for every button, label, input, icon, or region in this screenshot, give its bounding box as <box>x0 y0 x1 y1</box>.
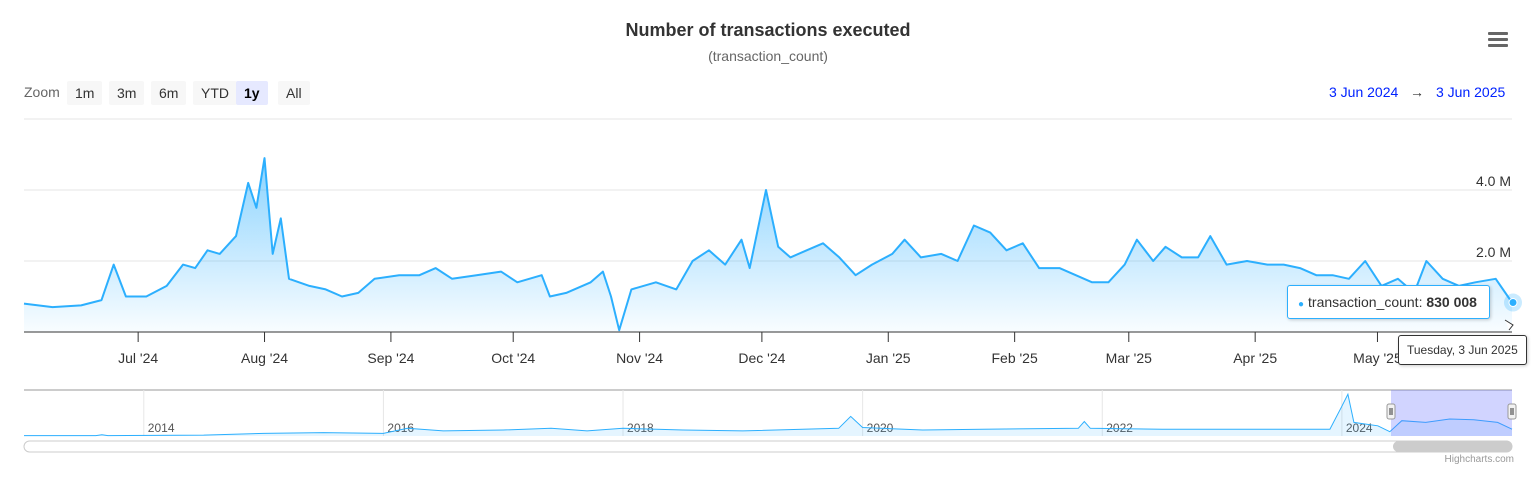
range-from-input[interactable]: 3 Jun 2024 <box>1329 84 1399 100</box>
hamburger-menu-icon[interactable] <box>1488 32 1508 48</box>
x-tick-label: Feb '25 <box>992 350 1038 366</box>
chart-title: Number of transactions executed <box>625 20 911 40</box>
navigator-handle[interactable] <box>1386 403 1396 420</box>
navigator-mask[interactable] <box>1391 390 1512 436</box>
navigator-area <box>24 394 1512 436</box>
zoom-1y-button[interactable]: 1y <box>236 81 268 105</box>
series-dot-icon: ● <box>1298 299 1305 310</box>
x-tick-label: Mar '25 <box>1106 350 1152 366</box>
x-tick-label: May '25 <box>1353 350 1402 366</box>
scrollbar-thumb[interactable] <box>1393 441 1512 452</box>
x-tick-label: Jul '24 <box>118 350 158 366</box>
date-tooltip: Tuesday, 3 Jun 2025 <box>1398 335 1527 365</box>
chart-subtitle: (transaction_count) <box>708 48 828 64</box>
zoom-all-button[interactable]: All <box>278 81 310 105</box>
hover-point <box>1508 298 1518 308</box>
x-tick-label: Nov '24 <box>616 350 663 366</box>
navigator-line <box>24 392 1513 437</box>
credits-link[interactable]: Highcharts.com <box>1444 454 1514 465</box>
x-tick-label: Aug '24 <box>241 350 288 366</box>
tooltip-series: transaction_count: <box>1308 294 1423 310</box>
series-area <box>24 158 1512 332</box>
zoom-1m-button[interactable]: 1m <box>67 81 103 105</box>
tooltip-pointer <box>1504 319 1514 331</box>
x-tick-label: Dec '24 <box>738 350 785 366</box>
zoom-3m-button[interactable]: 3m <box>109 81 145 105</box>
navigator-tick-label: 2014 <box>148 421 175 435</box>
navigator-tick-label: 2022 <box>1106 421 1133 435</box>
x-tick-label: Oct '24 <box>491 350 535 366</box>
tooltip: ● transaction_count: 830 008 <box>1287 285 1490 319</box>
range-to-input[interactable]: 3 Jun 2025 <box>1436 84 1506 100</box>
x-tick-label: Jan '25 <box>866 350 911 366</box>
zoom-ytd-button[interactable]: YTD <box>193 81 237 105</box>
scrollbar-track[interactable] <box>23 440 1513 453</box>
x-tick-label: Sep '24 <box>367 350 414 366</box>
range-arrow: → <box>1410 84 1424 100</box>
navigator-handle[interactable] <box>1507 403 1517 420</box>
tooltip-value: 830 008 <box>1426 294 1477 310</box>
zoom-6m-button[interactable]: 6m <box>151 81 187 105</box>
y-tick-label: 2.0 M <box>1476 244 1511 260</box>
zoom-label: Zoom <box>24 84 60 100</box>
x-tick-label: Apr '25 <box>1233 350 1277 366</box>
series-line <box>23 157 1513 332</box>
y-tick-label: 4.0 M <box>1476 173 1511 189</box>
navigator-tick-label: 2018 <box>627 421 654 435</box>
